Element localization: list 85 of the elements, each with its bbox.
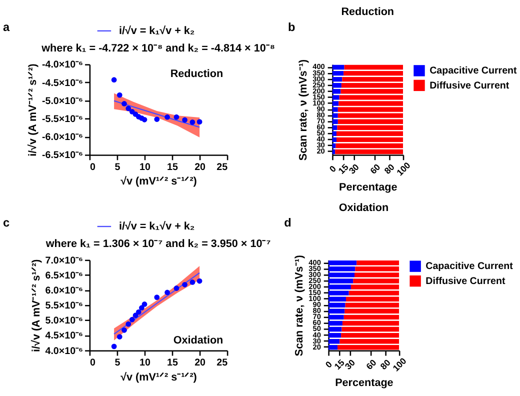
x-tick-label: 5 xyxy=(114,358,121,369)
x-tick-label: 15 xyxy=(167,162,179,173)
point xyxy=(111,77,117,83)
point xyxy=(129,316,135,322)
x-tick-label: 60 xyxy=(364,357,378,372)
y-tick-label: -5.5×10⁻⁶ xyxy=(42,114,84,125)
y-tick-label: 5.5×10⁻⁶ xyxy=(45,300,84,312)
annotation: Reduction xyxy=(170,68,224,80)
y-tick-label: 6.0×10⁻⁶ xyxy=(45,285,84,296)
x-axis-title: √v (mV¹ᐟ² s⁻¹ᐟ²) xyxy=(120,371,198,384)
x-tick-label: 15 xyxy=(167,358,179,369)
y-tick-label: 5.0×10⁻⁶ xyxy=(45,316,84,327)
chart-title: Oxidation xyxy=(338,202,389,214)
legend-label: Capacitive Current xyxy=(426,261,514,272)
x-tick-label: 60 xyxy=(368,162,382,176)
x-tick-label: 100 xyxy=(394,160,412,178)
x-axis-title: √v (mV¹ᐟ² s⁻¹ᐟ²) xyxy=(120,176,198,188)
chart-subtitle: where k₁ = -4.722 × 10⁻⁸ and k₂ = -4.814 × 10⁻⁸ xyxy=(40,42,275,55)
point xyxy=(190,280,196,285)
legend-label: i/√v = k₁√v + k₂ xyxy=(118,220,195,232)
x-tick-label: 20 xyxy=(194,162,206,173)
y-axis-title: i/√v (A mV⁻¹ᐟ² s¹ᐟ²) xyxy=(30,258,42,352)
y-tick-label: 6.5×10⁻⁶ xyxy=(45,270,84,282)
chart-subtitle: where k₁ = 1.306 × 10⁻⁷ and k₂ = 3.950 × 10⁻⁷ xyxy=(44,238,271,250)
point xyxy=(142,116,148,122)
x-tick-label: 10 xyxy=(140,358,151,369)
y-tick-label: -6.5×10⁻⁶ xyxy=(42,150,84,162)
chart-title: Reduction xyxy=(341,6,394,18)
point xyxy=(126,321,132,327)
y-axis-title: i/√v (A mV⁻¹ᐟ² s¹ᐟ²) xyxy=(27,63,40,156)
text: d xyxy=(284,216,292,230)
y-tick-label: -6.0×10⁻⁶ xyxy=(42,132,84,144)
x-tick-label: 0 xyxy=(90,358,96,369)
point xyxy=(196,119,202,124)
legend-label: i/√v = k₁√v + k₂ xyxy=(118,24,195,37)
point xyxy=(111,344,117,350)
point xyxy=(164,290,170,296)
point xyxy=(174,114,180,120)
x-tick-label: 0 xyxy=(327,164,338,174)
point xyxy=(164,114,170,120)
x-tick-label: 100 xyxy=(390,356,408,374)
legend-label: Diffusive Current xyxy=(430,80,510,92)
x-tick-label: 0 xyxy=(323,359,334,370)
line-series xyxy=(113,272,200,335)
point xyxy=(136,309,142,315)
x-axis-title: Percentage xyxy=(335,377,394,390)
x-tick-label: 5 xyxy=(114,162,121,173)
y-tick-label: -4.0×10⁻⁶ xyxy=(42,60,84,71)
point xyxy=(122,101,127,106)
legend-label: Diffusive Current xyxy=(426,276,506,287)
point xyxy=(116,334,122,340)
text: b xyxy=(288,20,296,34)
point xyxy=(154,116,160,122)
y-tick-label: 7.0×10⁻⁶ xyxy=(45,255,84,266)
x-tick-label: 25 xyxy=(216,358,228,369)
point xyxy=(132,312,138,318)
point xyxy=(190,119,196,125)
point xyxy=(139,305,144,311)
point xyxy=(154,294,160,300)
point xyxy=(122,327,127,333)
y-axis-title: Scan rate, ν (mVs⁻¹) xyxy=(298,59,310,161)
line-series xyxy=(113,100,200,128)
x-tick-label: 25 xyxy=(216,162,228,173)
x-tick-label: 80 xyxy=(378,357,392,372)
annotation: Oxidation xyxy=(173,334,224,346)
y-axis-title: Scan rate, ν (mVs⁻¹) xyxy=(294,254,306,356)
text: a xyxy=(2,20,10,34)
point xyxy=(182,117,188,123)
x-tick-label: 0 xyxy=(90,162,96,173)
y-tick-label: 4.5×10⁻⁶ xyxy=(45,330,84,342)
point xyxy=(174,286,180,291)
x-tick-label: 10 xyxy=(140,162,151,173)
x-axis-title: Percentage xyxy=(339,181,398,194)
point xyxy=(182,282,188,288)
point xyxy=(126,106,132,112)
x-tick-label: 20 xyxy=(194,358,206,369)
point xyxy=(142,302,148,307)
point xyxy=(116,92,122,98)
y-tick-label: 4.0×10⁻⁶ xyxy=(45,346,84,357)
legend-label: Capacitive Current xyxy=(430,66,518,77)
x-tick-label: 80 xyxy=(382,162,396,176)
y-tick-label: -4.5×10⁻⁶ xyxy=(42,78,84,89)
text: c xyxy=(2,216,10,230)
point xyxy=(196,278,202,284)
y-tick-label: -5.0×10⁻⁶ xyxy=(42,96,84,107)
